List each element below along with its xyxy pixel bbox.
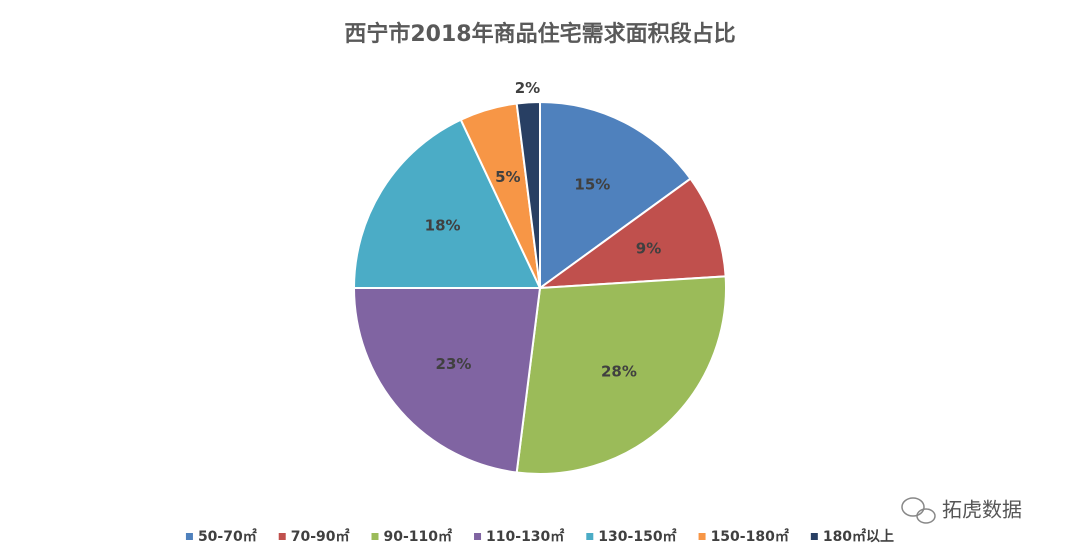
data-label: 5% xyxy=(495,168,520,186)
chart-title: 西宁市2018年商品住宅需求面积段占比 xyxy=(344,21,735,47)
watermark: 拓虎数据 xyxy=(942,498,1022,522)
legend-label: 50-70㎡ xyxy=(198,528,257,545)
legend-swatch xyxy=(810,533,818,540)
data-label: 28% xyxy=(601,363,637,381)
pie-slice xyxy=(515,100,541,289)
legend-label: 130-150㎡ xyxy=(598,528,676,545)
pie-slice xyxy=(539,100,692,290)
data-label: 23% xyxy=(436,355,472,373)
legend-label: 150-180㎡ xyxy=(711,528,789,545)
pie-slice xyxy=(352,118,542,289)
legend-label: 110-130㎡ xyxy=(486,528,564,545)
legend-swatch xyxy=(278,533,286,540)
legend-label: 180㎡以上 xyxy=(823,528,894,545)
legend-label: 90-110㎡ xyxy=(384,528,453,545)
pie-slice xyxy=(352,287,542,474)
data-label: 2% xyxy=(515,79,540,97)
legend-swatch xyxy=(586,533,594,540)
legend-swatch xyxy=(371,533,379,540)
legend-label: 70-90㎡ xyxy=(291,528,350,545)
pie-slice xyxy=(536,177,727,290)
data-label: 18% xyxy=(425,217,461,235)
legend-swatch xyxy=(698,533,706,540)
data-label: 9% xyxy=(636,239,661,257)
watermark-icon xyxy=(901,497,936,524)
legend-swatch xyxy=(185,533,193,540)
legend-swatch xyxy=(474,533,482,540)
legend: 50-70㎡ 70-90㎡ 90-110㎡ 110-130㎡ 130-150㎡ 150-1… xyxy=(185,528,894,545)
pie-slice xyxy=(515,275,727,475)
data-label: 15% xyxy=(574,176,610,194)
